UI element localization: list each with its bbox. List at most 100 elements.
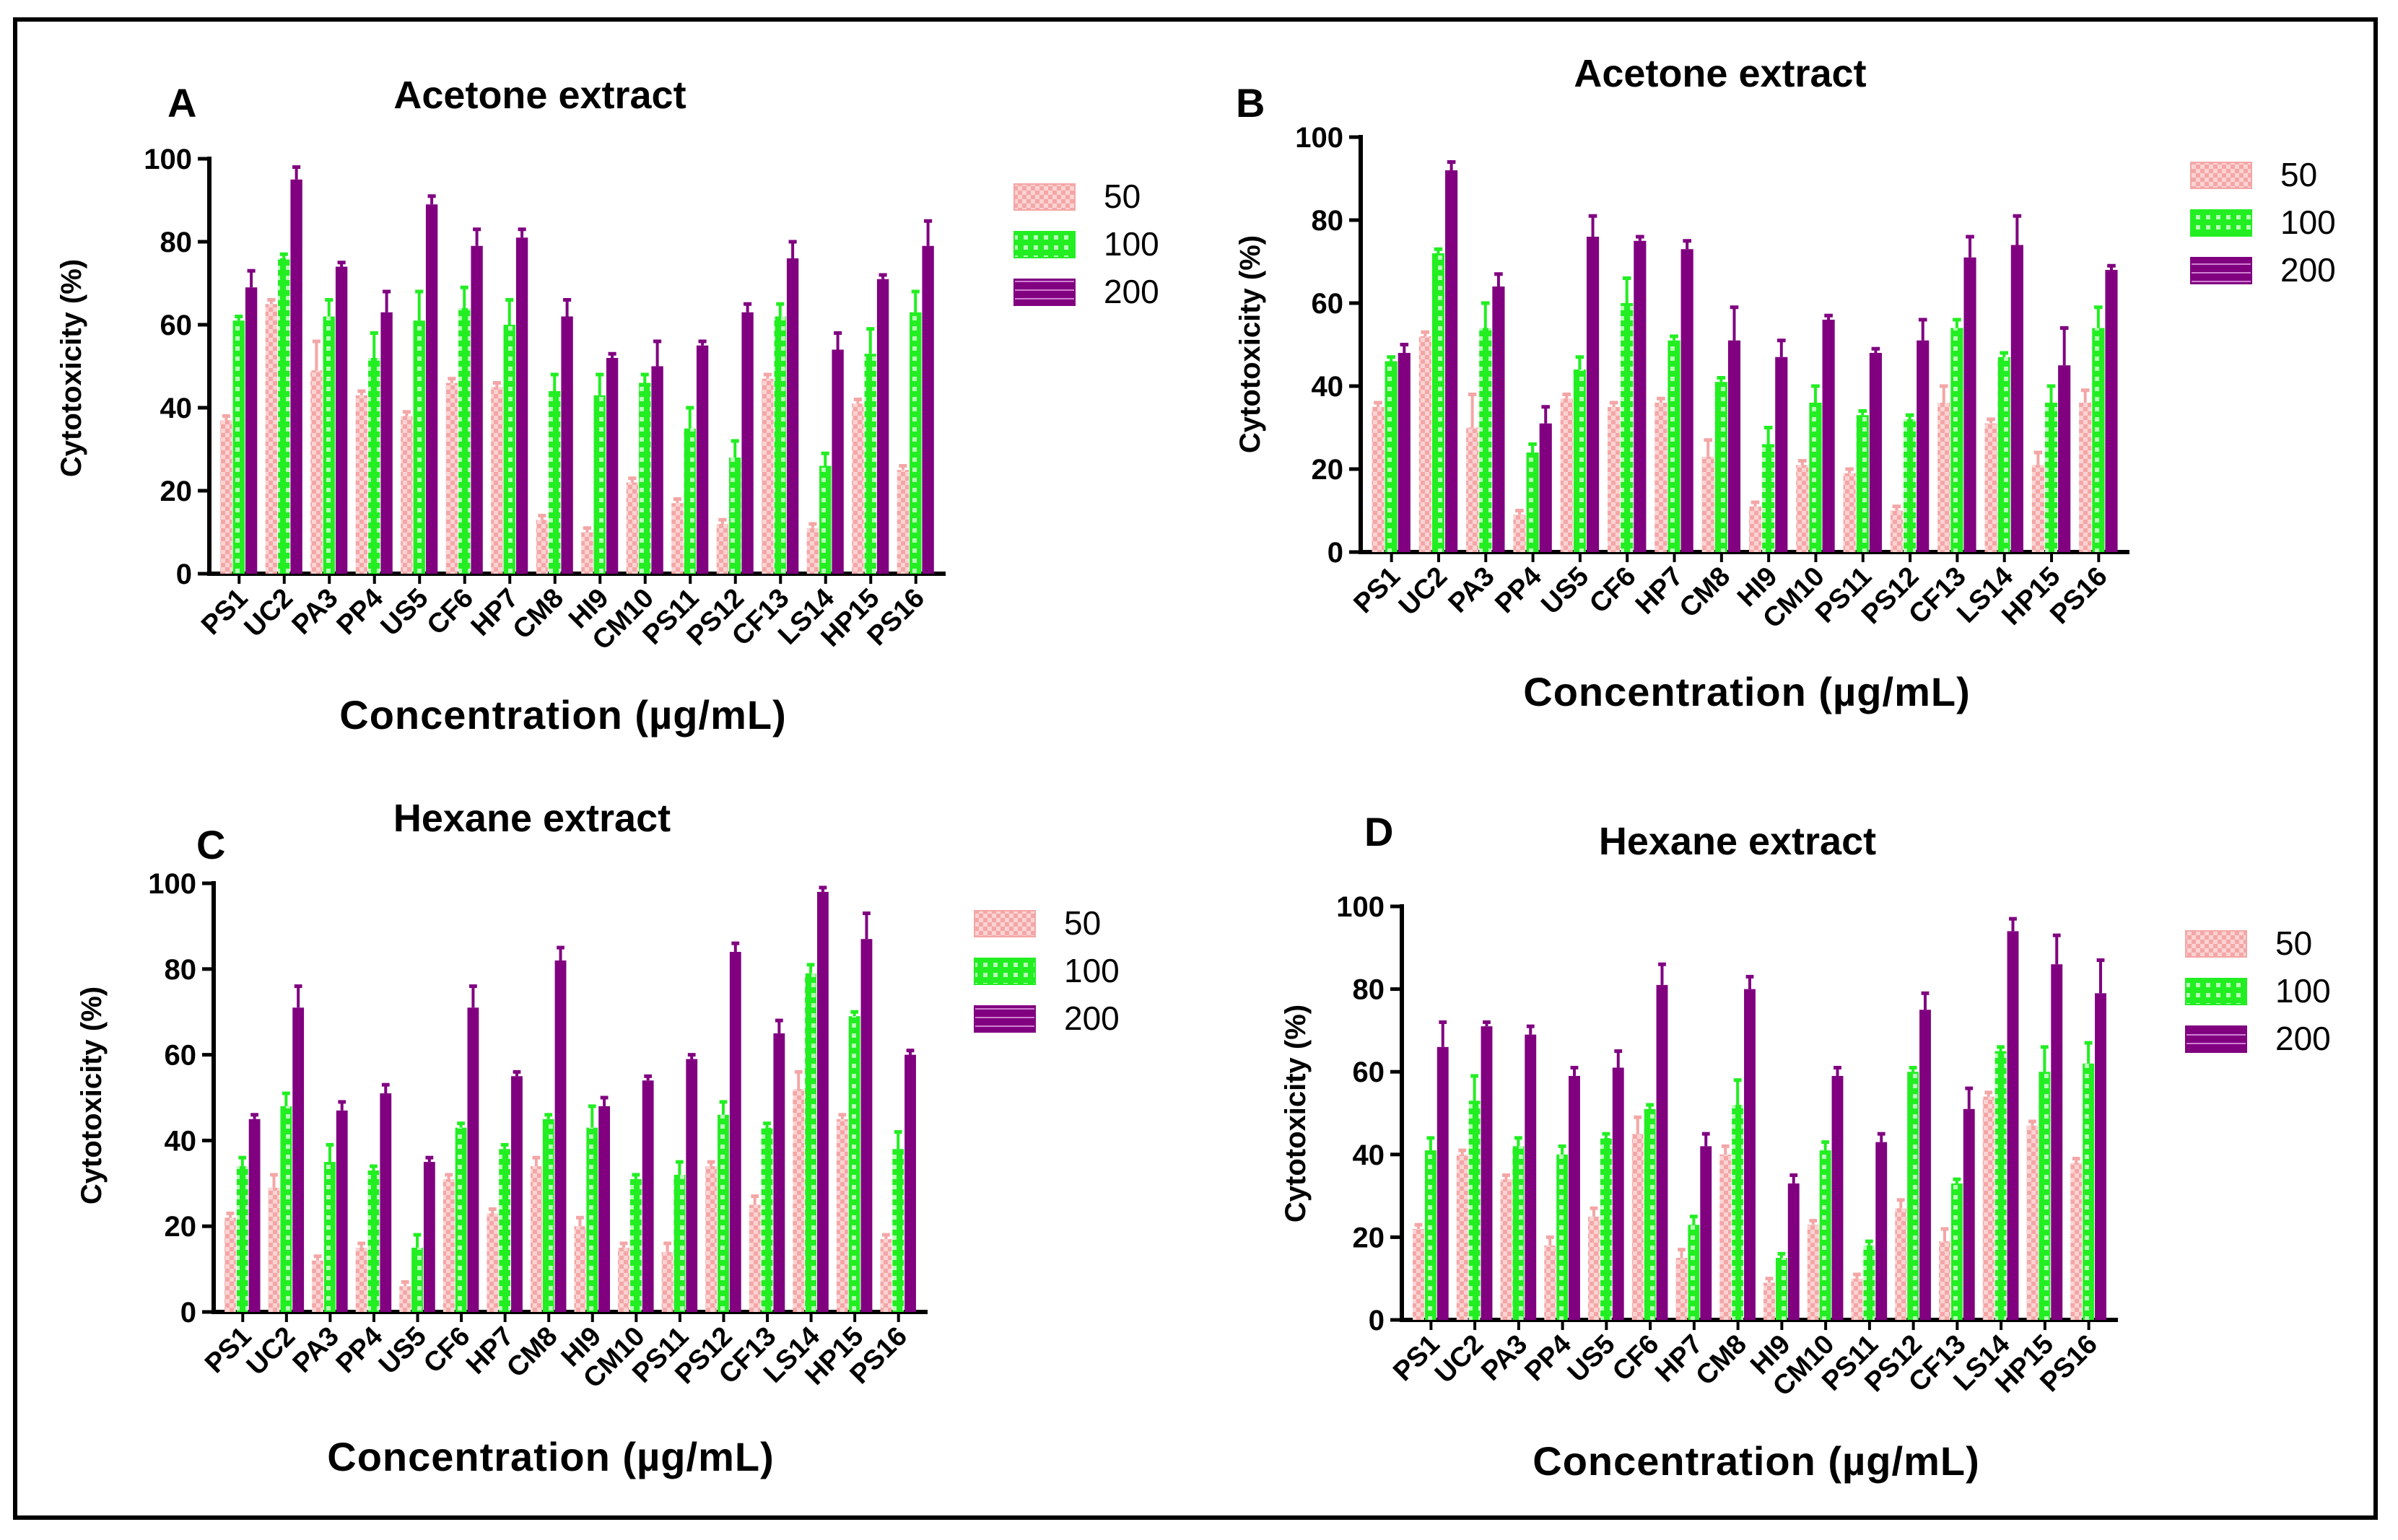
bar-200-hp7: HP7 200: 81% — [515, 237, 528, 574]
bar-100-hp15: HP15 100: 60% — [2039, 1072, 2051, 1320]
bar-200-ls14: LS14 200: 74% — [2010, 245, 2023, 552]
bar-50-ps1: PS1 50: 22% — [224, 1217, 236, 1312]
bar-50-cf13: CF13 50: 36% — [1937, 403, 1950, 552]
legend: 50 100 200 — [974, 904, 1120, 1037]
legend-label-100: 100 — [1104, 225, 1159, 263]
bar-100-cm8: CM8 100: 52% — [1732, 1105, 1744, 1320]
bar-100-ps11: PS11 100: 35% — [684, 428, 696, 574]
x-tick-label: CF6 — [1607, 1329, 1665, 1387]
bar-50-uc2: UC2 50: 52% — [1418, 336, 1431, 552]
y-tick-label: 20 — [1353, 1222, 1385, 1254]
bar-50-ps11: PS11 50: 17% — [671, 503, 684, 574]
bar-100-cm10: CM10 100: 46% — [639, 382, 651, 574]
y-tick-label: 40 — [1353, 1139, 1385, 1171]
bar-100-ps1: PS1 100: 41% — [1424, 1150, 1436, 1320]
bar-50-hp15: HP15 50: 21% — [2031, 465, 2044, 552]
y-tick-label: 0 — [180, 1297, 196, 1329]
bar-50-pp4: PP4 50: 9% — [1513, 515, 1526, 552]
bar-200-pa3: PA3 200: 74% — [335, 266, 348, 574]
bar-50-hp15: HP15 50: 41% — [852, 403, 864, 574]
bar-100-ps16: PS16 100: 63% — [910, 312, 922, 574]
y-axis-label: Cytotoxicity (%) — [1280, 1005, 1312, 1222]
y-tick-label: 0 — [1369, 1305, 1385, 1336]
bar-200-hi9: HI9 200: 47% — [1775, 356, 1788, 552]
bar-200-uc2: UC2 200: 71% — [1481, 1026, 1493, 1320]
bar-200-cm8: CM8 200: 80% — [1744, 989, 1756, 1320]
bar-200-us5: US5 200: 76% — [1586, 237, 1600, 552]
y-tick-label: 80 — [1353, 974, 1385, 1006]
bar-200-pp4: PP4 200: 59% — [1569, 1075, 1580, 1320]
bar-100-ls14: LS14 100: 79% — [805, 973, 817, 1312]
bar-100-hp7: HP7 100: 23% — [1688, 1225, 1700, 1320]
y-tick-label: 100 — [1336, 891, 1385, 923]
bar-50-ps1: PS1 50: 35% — [1372, 406, 1385, 552]
bar-200-pa3: PA3 200: 64% — [1492, 286, 1505, 552]
bar-100-ls14: LS14 100: 47% — [1997, 356, 2010, 552]
bar-100-cm8: CM8 100: 41% — [1714, 382, 1727, 552]
bar-100-uc2: UC2 100: 72% — [1431, 253, 1445, 552]
chart-panel-b: B Acetone extract 0 20 40 60 80 100 Cytotoxicity… — [1234, 52, 2336, 714]
x-tick-label: PA3 — [1443, 561, 1501, 619]
chart-panel-c: C Hexane extract 0 20 40 60 80 100 Cytotoxicity … — [76, 797, 1120, 1479]
bar-50-ps16: PS16 50: 25% — [897, 470, 910, 574]
legend: 50 100 200 — [2185, 924, 2331, 1057]
bar-50-cm8: CM8 50: 40% — [1719, 1154, 1732, 1320]
y-axis-label: Cytotoxicity (%) — [1234, 235, 1266, 453]
bar-50-ps16: PS16 50: 17% — [880, 1239, 892, 1312]
bar-100-cf13: CF13 100: 62% — [774, 316, 786, 574]
panel-letter: A — [167, 80, 196, 126]
bar-100-ps1: PS1 100: 61% — [232, 320, 245, 574]
x-tick-label: PS1 — [1387, 1329, 1445, 1387]
bar-50-us5: US5 50: 37% — [1560, 398, 1573, 552]
bar-200-uc2: UC2 200: 71% — [292, 1007, 305, 1312]
bar-50-hp15: HP15 50: 45% — [836, 1119, 848, 1312]
bar-200-cf13: CF13 200: 76% — [786, 258, 799, 574]
bar-100-cf13: CF13 100: 43% — [761, 1127, 773, 1312]
bar-200-uc2: UC2 200: 95% — [290, 179, 302, 574]
legend-label-50: 50 — [1064, 904, 1101, 942]
x-tick-label: PP4 — [1489, 561, 1547, 619]
bar-200-us5: US5 200: 61% — [1612, 1067, 1624, 1320]
bar-100-us5: US5 100: 61% — [413, 320, 425, 574]
bar-50-cm8: CM8 50: 13% — [536, 520, 549, 574]
x-tick-label: PP4 — [1520, 1329, 1577, 1387]
legend-swatch-100 — [2185, 978, 2247, 1005]
chart-title: Acetone extract — [1574, 52, 1866, 95]
y-tick-label: 60 — [165, 1040, 197, 1072]
x-tick-label: CF6 — [422, 583, 479, 641]
y-tick-label: 0 — [1327, 537, 1343, 569]
x-tick-label: PA3 — [1475, 1329, 1533, 1387]
x-tick-label: US5 — [375, 583, 435, 642]
legend-label-100: 100 — [2280, 204, 2336, 241]
bar-100-hi9: HI9 100: 43% — [593, 395, 606, 574]
legend-swatch-100 — [1013, 231, 1076, 258]
bar-200-ps11: PS11 200: 55% — [696, 345, 709, 574]
panel-letter: B — [1236, 80, 1265, 126]
bar-200-hp15: HP15 200: 71% — [876, 279, 889, 574]
bar-200-hp15: HP15 200: 87% — [860, 939, 873, 1312]
bar-200-ps1: PS1 200: 69% — [245, 287, 258, 574]
x-tick-label: PA3 — [287, 1321, 345, 1379]
y-tick-label: 20 — [160, 476, 193, 507]
legend-swatch-50 — [2185, 930, 2247, 958]
bar-100-ps12: PS12 100: 32% — [1904, 419, 1917, 552]
bar-50-cm10: CM10 50: 15% — [618, 1247, 629, 1312]
bar-50-hi9: HI9 50: 11% — [1748, 506, 1762, 552]
legend-swatch-100 — [974, 958, 1036, 985]
legend-label-200: 200 — [2275, 1020, 2331, 1057]
y-tick-label: 40 — [165, 1125, 197, 1157]
chart-panel-a: A Acetone extract 0 20 40 60 80 100 Cytotoxicity… — [56, 74, 1159, 738]
bar-200-ps16: PS16 200: 79% — [2095, 993, 2106, 1320]
legend: 50 100 200 — [2190, 156, 2336, 289]
bar-200-cf6: CF6 200: 79% — [471, 245, 483, 574]
bar-200-ps16: PS16 200: 79% — [922, 245, 934, 574]
legend-swatch-200 — [2185, 1025, 2247, 1053]
bar-100-cf13: CF13 100: 54% — [1950, 328, 1963, 552]
x-tick-label: PS1 — [196, 583, 253, 641]
bar-200-ps11: PS11 200: 43% — [1875, 1142, 1888, 1320]
bar-200-ps12: PS12 200: 84% — [729, 952, 741, 1312]
bar-50-uc2: UC2 50: 65% — [265, 304, 278, 574]
bar-50-cm10: CM10 50: 22% — [626, 482, 639, 574]
bar-200-cf6: CF6 200: 81% — [1656, 984, 1668, 1320]
bar-100-cf6: CF6 100: 60% — [1621, 303, 1634, 552]
